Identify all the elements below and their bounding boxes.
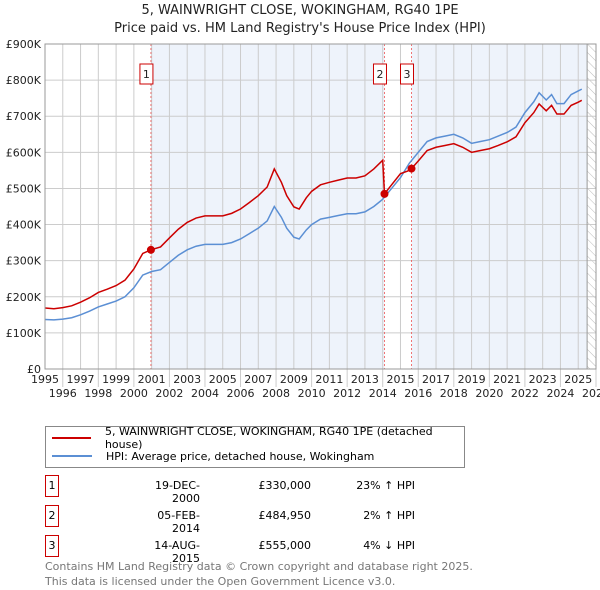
x-tick-label: 2021 (493, 373, 521, 386)
hpi-line (44, 88, 583, 321)
sale-hpi: 4% ↓ HPI (363, 539, 415, 552)
sale-label-box (372, 63, 387, 85)
y-tick-label: £800K (6, 74, 42, 87)
x-tick-label: 1996 (49, 387, 77, 400)
sale-label: 3 (404, 68, 411, 81)
footer-licence: This data is licensed under the Open Gov… (45, 575, 396, 588)
x-tick-label: 2008 (262, 387, 290, 400)
y-tick-label: £200K (6, 291, 42, 304)
y-tick-label: £300K (6, 255, 42, 268)
x-tick-label: 2014 (369, 387, 397, 400)
sale-point (407, 164, 416, 173)
x-tick-label: 2018 (440, 387, 468, 400)
chart-subtitle: Price paid vs. HM Land Registry's House … (114, 21, 486, 36)
y-tick-label: £400K (6, 219, 42, 232)
legend-label-hpi: HPI: Average price, detached house, Woki… (106, 449, 375, 463)
legend-swatch-property (52, 437, 91, 439)
plot-area: 1995199619971998199920002001200220032004… (6, 38, 600, 400)
sale-label: 2 (376, 68, 383, 81)
legend-swatch-hpi (52, 455, 92, 457)
sale-point (380, 189, 389, 198)
sale-badge: 1 (45, 475, 59, 497)
x-tick-label: 2026 (582, 387, 600, 400)
legend-label-property: 5, WAINWRIGHT CLOSE, WOKINGHAM, RG40 1PE… (104, 425, 433, 451)
x-tick-label: 2003 (173, 373, 201, 386)
sale-badge: 3 (45, 535, 59, 557)
x-tick-label: 2025 (564, 373, 592, 386)
ownership-shading (411, 44, 588, 369)
legend: 5, WAINWRIGHT CLOSE, WOKINGHAM, RG40 1PE… (45, 425, 465, 468)
property-price-line (44, 99, 583, 310)
x-tick-label: 2024 (546, 387, 574, 400)
x-tick-label: 2013 (351, 373, 379, 386)
x-tick-label: 2019 (458, 373, 486, 386)
x-tick-label: 2006 (227, 387, 255, 400)
sale-price: £484,950 (258, 509, 312, 522)
x-tick-label: 2022 (511, 387, 539, 400)
sale-label-box (400, 63, 415, 85)
sale-hpi: 2% ↑ HPI (363, 509, 415, 522)
plot-border (44, 43, 597, 370)
x-tick-label: 2004 (191, 387, 219, 400)
x-tick-label: 2010 (298, 387, 326, 400)
chart-title: 5, WAINWRIGHT CLOSE, WOKINGHAM, RG40 1PE (141, 3, 459, 18)
sale-date: 19-DEC-2000 (154, 479, 200, 505)
sale-point (146, 245, 155, 254)
footer-copyright: Contains HM Land Registry data © Crown c… (45, 560, 473, 573)
x-tick-label: 2020 (475, 387, 503, 400)
x-tick-label: 2001 (138, 373, 166, 386)
x-tick-label: 2015 (386, 373, 414, 386)
sale-label: 1 (143, 68, 150, 81)
y-tick-label: £100K (6, 327, 42, 340)
sale-hpi: 23% ↑ HPI (356, 479, 415, 492)
x-tick-label: 2017 (422, 373, 450, 386)
x-tick-label: 2012 (333, 387, 361, 400)
sale-badge: 2 (45, 505, 59, 527)
x-tick-label: 1998 (84, 387, 112, 400)
x-tick-label: 1997 (67, 373, 95, 386)
y-tick-label: £500K (6, 182, 42, 195)
y-tick-label: £0 (27, 363, 41, 376)
ownership-shading (150, 44, 385, 369)
y-tick-label: £700K (6, 110, 42, 123)
x-tick-label: 2000 (120, 387, 148, 400)
sale-label-box (139, 63, 154, 85)
x-tick-label: 2002 (155, 387, 183, 400)
x-tick-label: 2023 (529, 373, 557, 386)
x-tick-label: 1995 (31, 373, 59, 386)
sale-price: £555,000 (258, 539, 312, 552)
x-tick-label: 2016 (404, 387, 432, 400)
sale-price: £330,000 (258, 479, 312, 492)
sale-date: 05-FEB-2014 (157, 509, 200, 535)
x-tick-label: 2005 (209, 373, 237, 386)
x-tick-label: 2007 (244, 373, 272, 386)
forecast-hatch (587, 44, 596, 369)
x-tick-label: 2011 (315, 373, 343, 386)
x-tick-label: 1999 (102, 373, 130, 386)
y-tick-label: £900K (6, 38, 42, 51)
y-tick-label: £600K (6, 146, 42, 159)
x-tick-label: 2009 (280, 373, 308, 386)
sale-date: 14-AUG-2015 (154, 539, 200, 565)
